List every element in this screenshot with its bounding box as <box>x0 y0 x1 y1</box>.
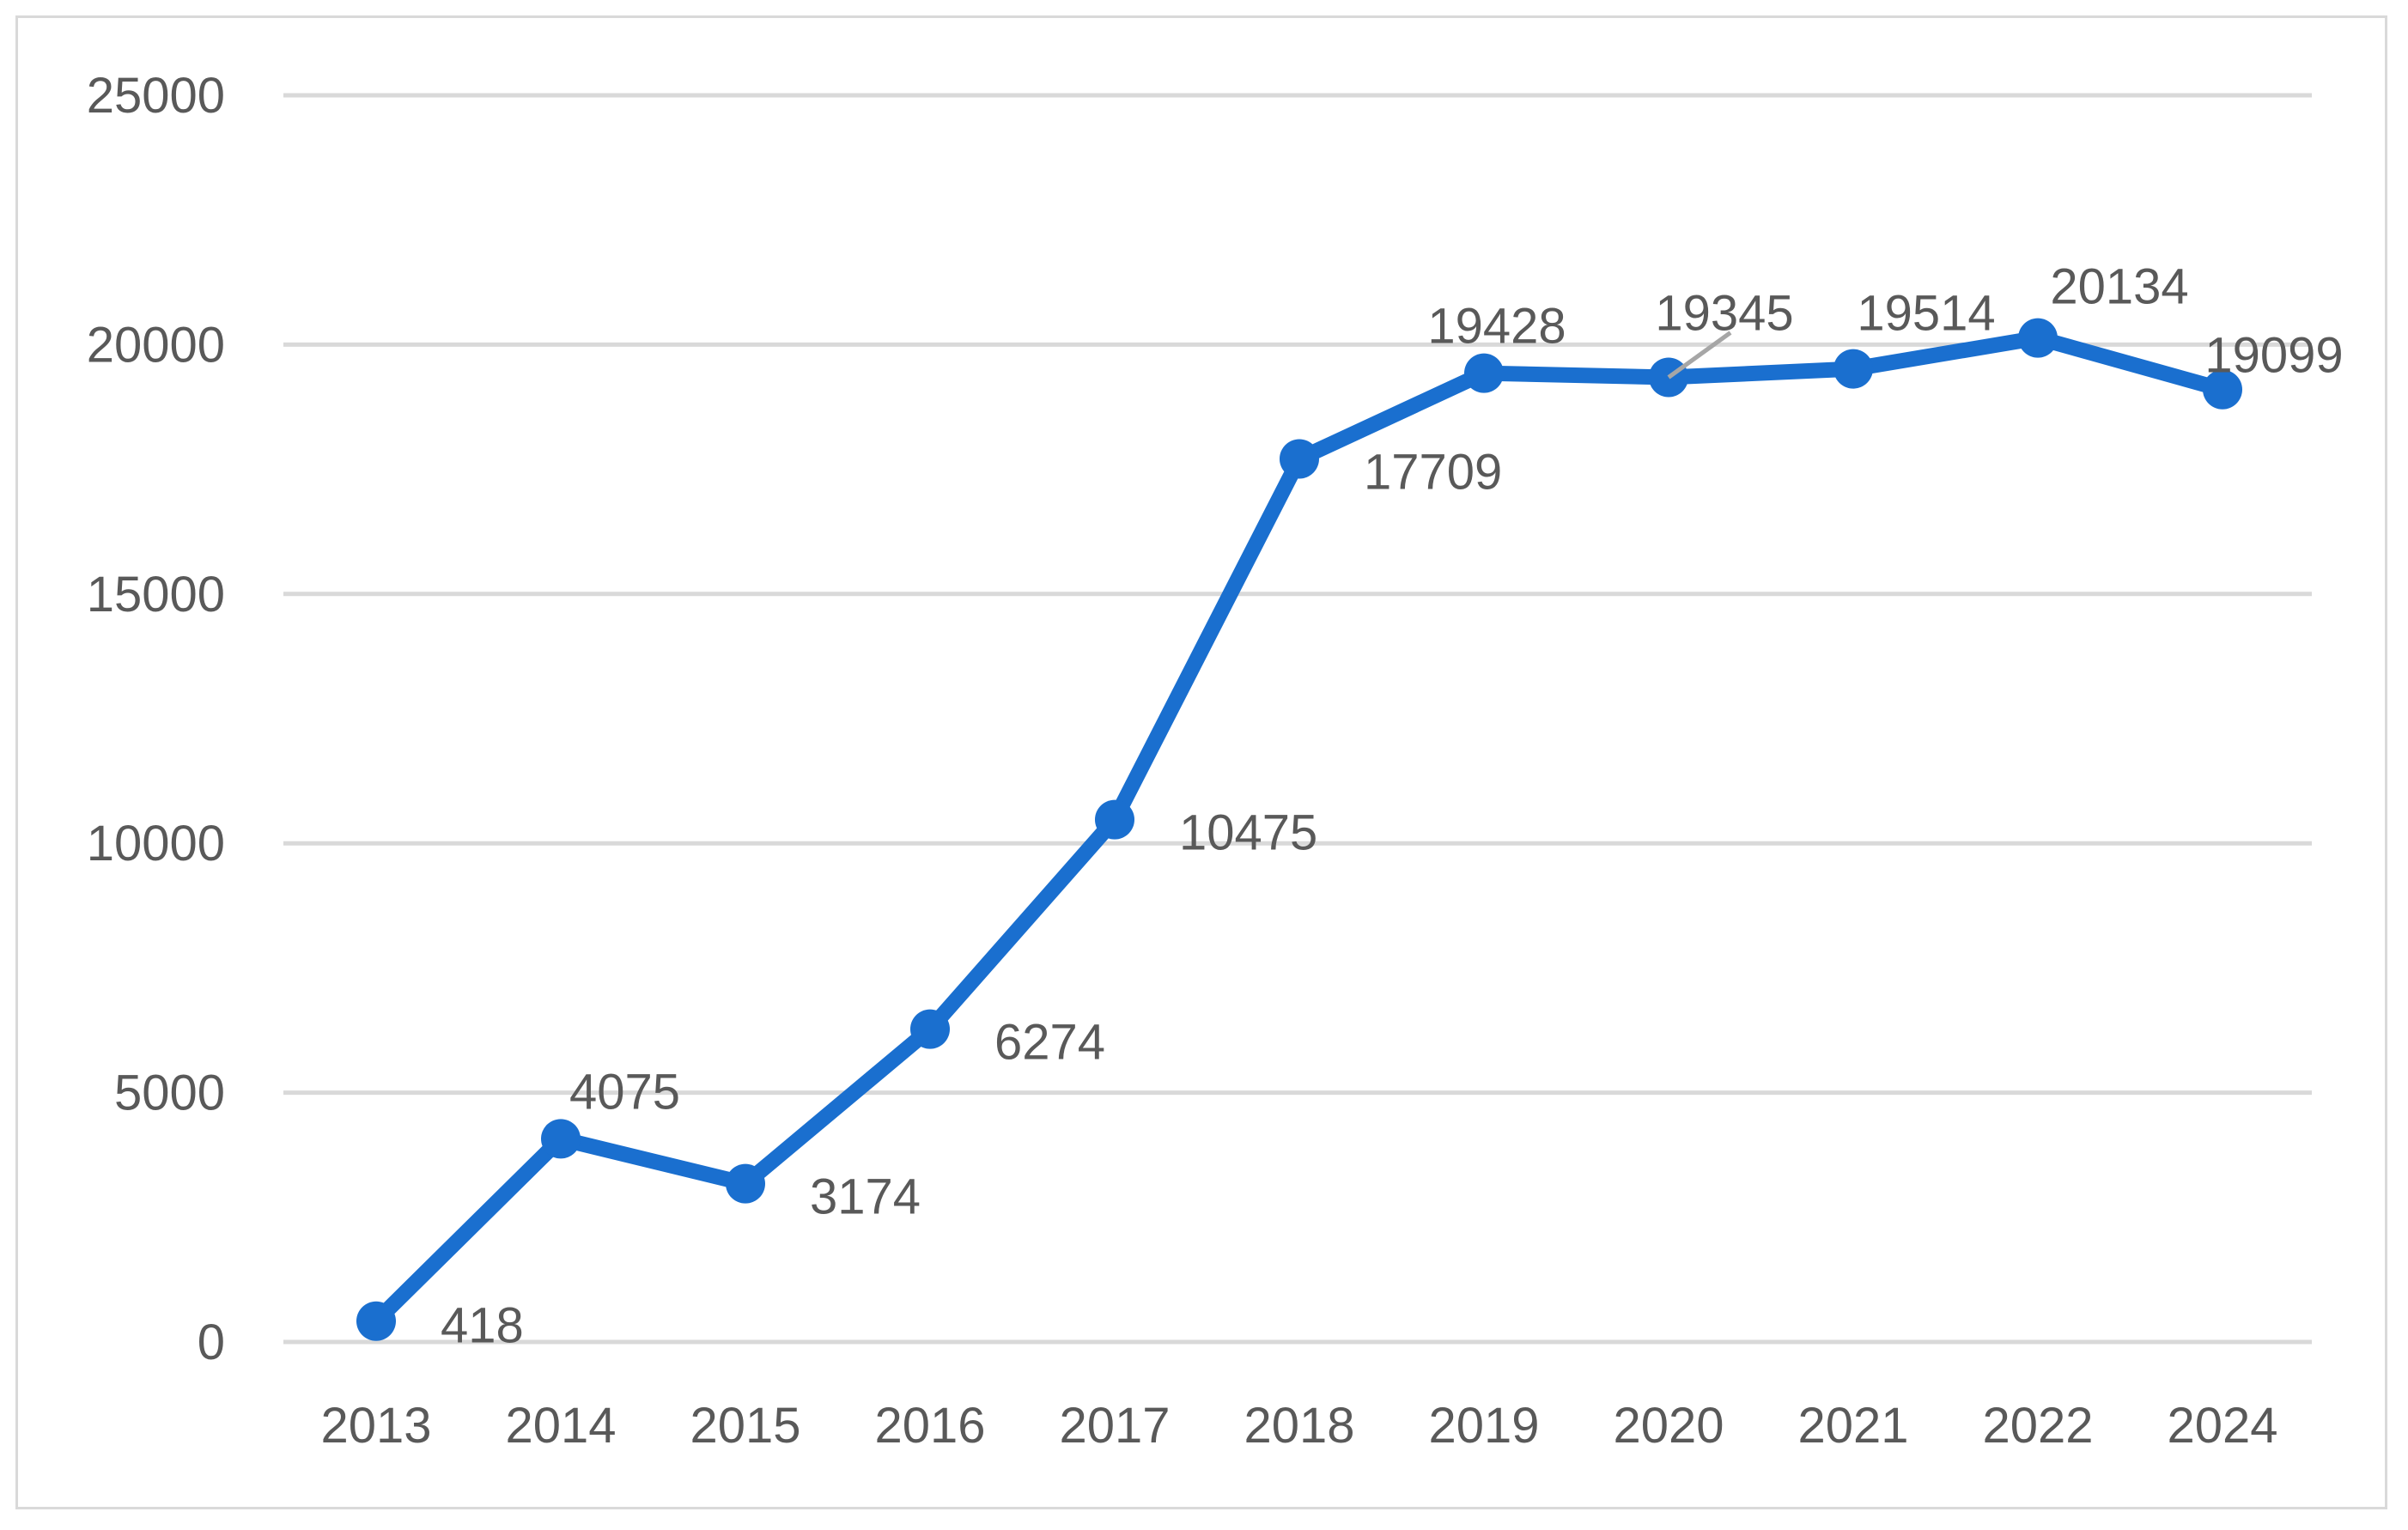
y-tick-label: 20000 <box>87 317 225 373</box>
chart-frame <box>15 15 2387 1509</box>
x-tick-label: 2014 <box>505 1398 616 1454</box>
data-point <box>910 1009 950 1049</box>
y-tick-label: 25000 <box>87 68 225 124</box>
x-tick-label: 2013 <box>320 1398 431 1454</box>
data-point <box>1280 439 1319 479</box>
data-label: 17709 <box>1364 444 1502 500</box>
x-tick-label: 2015 <box>690 1398 800 1454</box>
data-point <box>1095 799 1134 840</box>
data-point <box>1833 349 1873 389</box>
x-tick-label: 2016 <box>874 1398 985 1454</box>
data-label: 19514 <box>1857 286 1995 342</box>
data-point <box>2203 369 2242 410</box>
y-tick-label: 10000 <box>87 816 225 871</box>
data-point <box>356 1301 396 1341</box>
y-tick-label: 0 <box>198 1314 225 1370</box>
data-label: 10475 <box>1179 805 1317 861</box>
data-label: 4075 <box>569 1064 680 1120</box>
data-label: 19345 <box>1655 285 1793 341</box>
data-label: 6274 <box>994 1015 1105 1071</box>
x-tick-label: 2024 <box>2167 1398 2277 1454</box>
x-tick-label: 2018 <box>1244 1398 1354 1454</box>
data-label: 418 <box>441 1298 524 1354</box>
x-tick-label: 2022 <box>1982 1398 2093 1454</box>
data-label: 3174 <box>810 1169 921 1225</box>
x-tick-label: 2019 <box>1428 1398 1539 1454</box>
data-label: 20134 <box>2050 259 2188 315</box>
data-label-leader-line <box>1667 331 1732 379</box>
y-tick-label: 5000 <box>114 1066 225 1121</box>
data-point <box>726 1163 765 1204</box>
data-label: 19099 <box>2204 328 2343 384</box>
x-tick-label: 2021 <box>1797 1398 1908 1454</box>
x-tick-label: 2020 <box>1613 1398 1724 1454</box>
y-tick-label: 15000 <box>87 567 225 622</box>
data-point <box>1464 353 1504 393</box>
data-label: 19428 <box>1427 299 1566 355</box>
data-point <box>541 1119 581 1159</box>
x-tick-label: 2017 <box>1059 1398 1170 1454</box>
data-point <box>2018 318 2058 358</box>
